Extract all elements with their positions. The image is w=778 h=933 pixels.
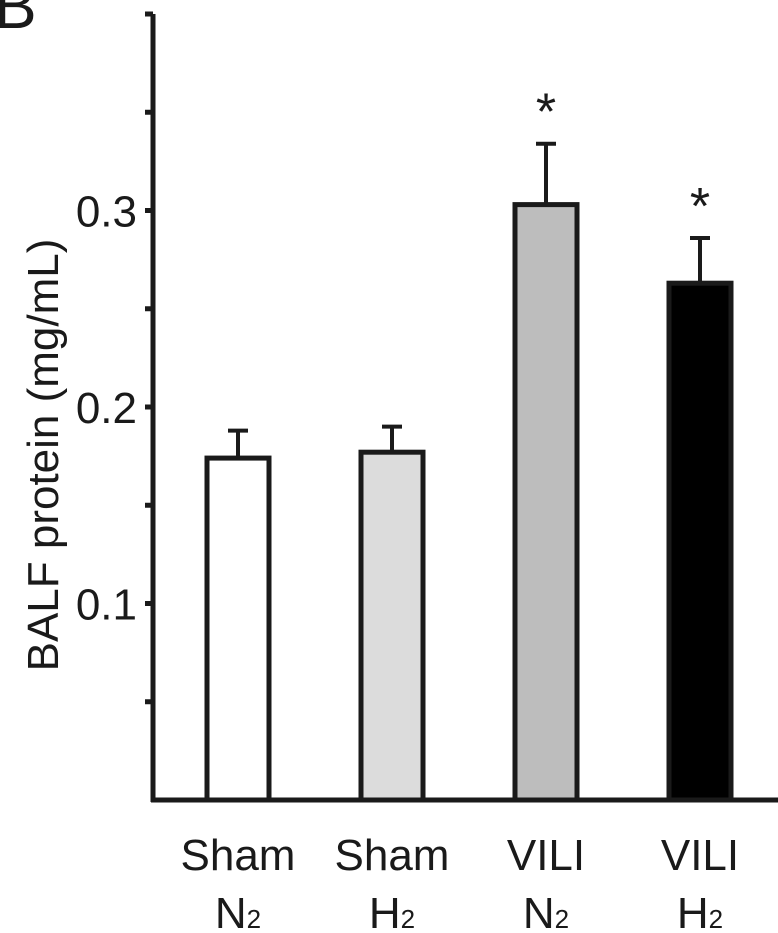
y-tick-label: 0.1 [76, 581, 137, 630]
x-category-label: Sham [181, 831, 296, 880]
bar [361, 452, 423, 800]
panel-letter: B [0, 0, 37, 42]
plot-area: 0.1 0.2 0.3 Sham N2 Sham H2 * VILI N2 * VILI H2 [76, 14, 778, 933]
x-category-label: Sham [335, 831, 450, 880]
x-category-sublabel: H2 [369, 889, 415, 933]
significance-marker: * [536, 84, 556, 142]
y-axis-title: BALF protein (mg/mL) [19, 239, 68, 672]
x-category-label: VILI [507, 831, 585, 880]
x-category-sublabel: H2 [677, 889, 723, 933]
x-category-sublabel: N2 [523, 889, 569, 933]
bar [207, 458, 269, 800]
significance-marker: * [690, 178, 710, 236]
x-category-label: VILI [661, 831, 739, 880]
y-tick-label: 0.2 [76, 384, 137, 433]
bar [669, 283, 731, 800]
bar [515, 205, 577, 800]
y-tick-label: 0.3 [76, 188, 137, 237]
x-category-sublabel: N2 [215, 889, 261, 933]
